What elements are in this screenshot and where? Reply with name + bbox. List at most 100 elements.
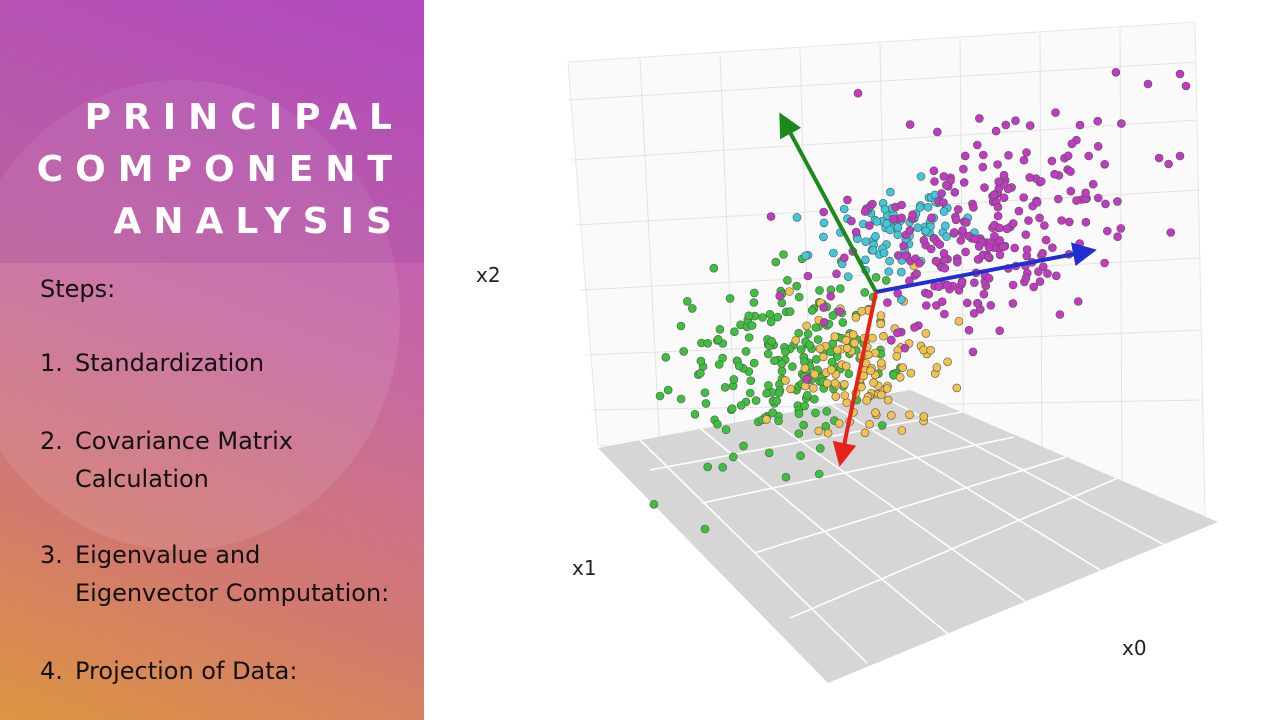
point-yellow [831,392,841,401]
point-magenta [1075,120,1085,130]
point-magenta [951,215,961,225]
point-magenta [932,127,942,137]
point-magenta [826,291,836,301]
point-green [736,401,746,410]
point-green [768,408,777,417]
point-cyan [885,187,895,197]
point-green [835,284,845,293]
point-green [800,401,810,411]
point-magenta [1008,219,1018,228]
point-yellow [826,365,836,375]
point-yellow [898,363,908,372]
point-cyan [915,203,925,212]
point-magenta [835,307,845,316]
point-green [751,396,761,405]
point-green [744,311,754,321]
point-green [715,324,725,334]
point-magenta [1014,206,1024,216]
point-yellow [906,368,916,378]
point-green [696,368,705,378]
point-magenta [940,263,950,273]
point-magenta [1101,199,1110,209]
point-green [783,275,792,285]
point-yellow [818,352,828,362]
point-green [772,396,782,406]
point-magenta [908,210,917,219]
point-magenta [1100,258,1109,268]
point-magenta [995,326,1005,336]
point-green [794,429,804,438]
point-yellow [943,357,952,367]
title-line-2: COMPONENT [36,149,404,190]
point-yellow [876,319,886,329]
point-magenta [1008,280,1018,290]
point-magenta [910,323,919,332]
point-yellow [786,384,795,394]
point-magenta [847,216,856,226]
point-green [703,338,713,348]
point-magenta [989,190,999,200]
point-magenta [1113,197,1122,206]
point-yellow [882,384,892,393]
point-magenta [1001,120,1011,130]
point-cyan [843,272,853,282]
point-magenta [1008,299,1018,308]
point-magenta [999,170,1009,180]
step-item: 3. Eigenvalue and Eigenvector Computation… [40,536,389,612]
point-magenta [952,257,962,267]
point-green [774,388,784,398]
point-green [815,286,824,295]
point-yellow [876,358,886,368]
floor-plane [598,390,1218,683]
point-green [758,313,767,322]
point-magenta [956,236,966,245]
point-magenta [883,298,892,307]
point-magenta [1093,116,1102,126]
point-green [781,472,791,482]
point-magenta [897,213,906,223]
point-magenta [1050,169,1059,179]
point-magenta [901,251,910,260]
point-magenta [919,236,929,245]
point-magenta [929,166,939,176]
point-magenta [937,297,947,307]
point-yellow [869,378,878,388]
point-yellow [876,390,886,400]
pc-vector-red [832,291,878,467]
point-yellow [814,426,824,436]
point-magenta [1073,297,1083,306]
point-yellow [866,366,875,376]
point-outlier [676,321,686,331]
point-green [815,444,825,453]
point-green [728,452,738,462]
point-yellow [785,287,794,296]
point-magenta [931,256,941,266]
point-green [771,257,781,267]
point-yellow [892,351,902,361]
point-magenta [984,243,994,252]
point-outlier [1181,81,1191,91]
point-magenta [832,269,841,279]
point-yellow [808,383,818,393]
title-line-1: PRINCIPAL [84,97,404,138]
step-item: 4. Projection of Data: [40,652,297,690]
point-yellow [810,369,820,379]
point-magenta [1019,155,1029,165]
point-magenta [953,205,963,214]
step-text-continued: Eigenvector Computation: [75,579,390,607]
point-cyan [885,225,895,235]
point-green [767,336,777,346]
point-green [676,394,686,404]
step-number: 4. [40,657,63,685]
point-magenta [1010,243,1020,253]
point-magenta [912,269,922,279]
point-magenta [1100,160,1109,169]
point-magenta [1047,156,1057,166]
point-yellow [876,311,886,320]
point-magenta [1075,239,1084,248]
point-magenta [853,88,863,98]
point-cyan [861,255,870,265]
step-number: 1. [40,349,63,377]
point-magenta [960,151,970,161]
point-green [810,394,819,404]
